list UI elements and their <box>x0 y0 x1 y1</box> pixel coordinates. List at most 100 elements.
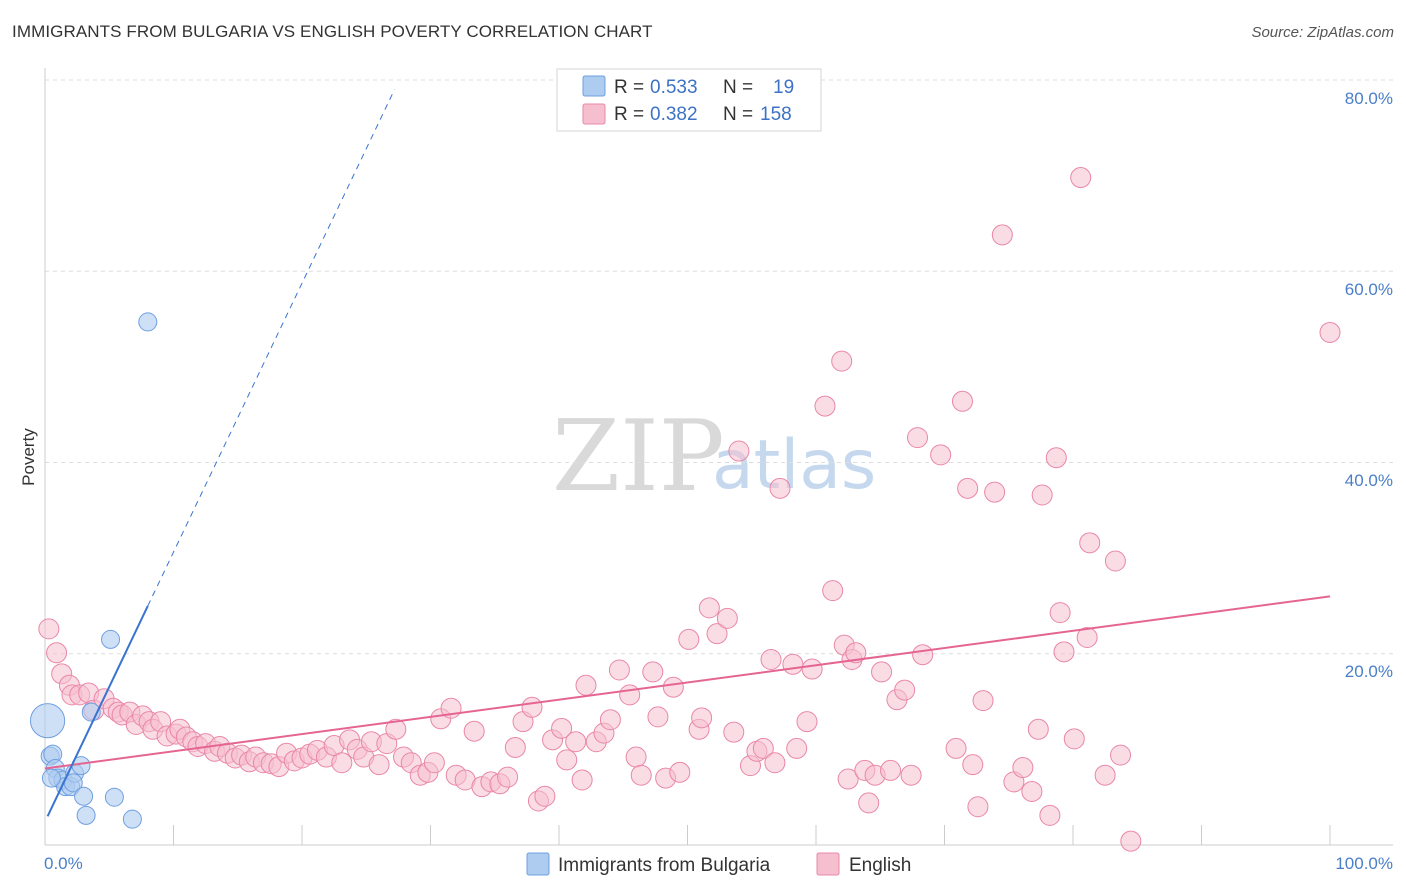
english-point-87 <box>678 628 700 650</box>
english-point-79 <box>619 684 641 706</box>
legend-r-value-english: 0.382 <box>650 104 698 125</box>
trend-line-bulgaria-extrapolated <box>147 89 395 607</box>
bottom-legend-swatch-bulgaria <box>526 852 550 876</box>
english-point-63 <box>497 766 519 788</box>
english-point-120 <box>907 427 929 449</box>
legend-n-value-bulgaria: 19 <box>773 77 794 98</box>
english-point-101 <box>782 653 804 675</box>
english-point-100 <box>769 477 791 499</box>
bulgaria-point-18 <box>41 768 61 788</box>
legend-r-label-bulgaria: R = <box>614 77 644 98</box>
trend-lines <box>44 89 1331 817</box>
legend-n-label-english: N = <box>723 104 753 125</box>
watermark-zip: ZIP <box>552 400 725 514</box>
english-point-54 <box>423 752 445 774</box>
english-point-106 <box>822 580 844 602</box>
english-point-107 <box>831 350 853 372</box>
correlation-legend: R = 0.533 N = 19 R = 0.382 N = 158 <box>556 68 822 132</box>
english-point-64 <box>504 736 526 758</box>
english-point-127 <box>967 796 989 818</box>
english-point-136 <box>1039 804 1061 826</box>
legend-n-label-bulgaria: N = <box>723 77 753 98</box>
english-point-128 <box>972 690 994 712</box>
bulgaria-point-12 <box>76 805 96 825</box>
axes <box>44 68 1393 846</box>
english-point-135 <box>1031 484 1053 506</box>
english-point-49 <box>385 718 407 740</box>
english-point-91 <box>706 623 728 645</box>
english-point-130 <box>991 224 1013 246</box>
english-point-72 <box>565 731 587 753</box>
english-point-134 <box>1027 718 1049 740</box>
english-point-77 <box>599 709 621 731</box>
english-point-142 <box>1076 626 1098 648</box>
bottom-legend-label-bulgaria: Immigrants from Bulgaria <box>558 855 771 876</box>
english-point-148 <box>1319 321 1341 343</box>
english-point-78 <box>608 659 630 681</box>
english-point-90 <box>698 597 720 619</box>
english-point-123 <box>945 737 967 759</box>
trend-line-english <box>44 595 1331 770</box>
bulgaria-point-11 <box>74 786 94 806</box>
x-tick-label-max: 100.0% <box>1335 854 1393 873</box>
english-point-143 <box>1079 532 1101 554</box>
bulgaria-point-17 <box>138 312 158 332</box>
english-point-73 <box>571 769 593 791</box>
english-point-147 <box>1120 830 1142 852</box>
y-axis-title: Poverty <box>19 428 38 486</box>
english-point-116 <box>880 759 902 781</box>
legend-n-value-english: 158 <box>760 104 792 125</box>
english-point-99 <box>764 752 786 774</box>
english-point-47 <box>368 754 390 776</box>
english-point-89 <box>691 707 713 729</box>
english-point-119 <box>900 764 922 786</box>
trend-line-bulgaria <box>46 605 149 817</box>
y-tick-label-60: 60.0% <box>1345 280 1393 299</box>
english-point-104 <box>801 658 823 680</box>
english-point-102 <box>786 737 808 759</box>
english-point-98 <box>760 648 782 670</box>
watermark-atlas: atlas <box>712 426 876 505</box>
english-point-66 <box>521 696 543 718</box>
english-point-68 <box>534 785 556 807</box>
english-point-103 <box>796 711 818 733</box>
english-point-85 <box>662 676 684 698</box>
english-point-145 <box>1104 550 1126 572</box>
english-point-74 <box>575 674 597 696</box>
y-tick-label-20: 20.0% <box>1345 662 1393 681</box>
english-point-93 <box>723 721 745 743</box>
english-point-133 <box>1021 780 1043 802</box>
english-point-97 <box>752 737 774 759</box>
x-tick-label-min: 0.0% <box>44 854 83 873</box>
english-point-121 <box>912 644 934 666</box>
english-point-82 <box>642 661 664 683</box>
english-point-140 <box>1063 728 1085 750</box>
bottom-legend-label-english: English <box>849 855 911 876</box>
series-english-points <box>38 167 1341 852</box>
english-point-1 <box>46 642 68 664</box>
english-point-138 <box>1049 602 1071 624</box>
english-point-141 <box>1070 167 1092 189</box>
english-point-86 <box>669 761 691 783</box>
english-point-109 <box>837 768 859 790</box>
watermark: ZIP atlas <box>552 400 876 514</box>
legend-r-value-bulgaria: 0.533 <box>650 77 698 98</box>
english-point-146 <box>1110 744 1132 766</box>
english-point-94 <box>728 440 750 462</box>
bulgaria-point-14 <box>101 629 121 649</box>
english-point-126 <box>962 754 984 776</box>
legend-swatch-english <box>582 103 606 125</box>
english-point-70 <box>551 717 573 739</box>
bulgaria-point-0 <box>29 703 66 739</box>
bulgaria-point-16 <box>122 809 142 829</box>
source-credit: Source: ZipAtlas.com <box>1251 24 1394 41</box>
english-point-139 <box>1053 641 1075 663</box>
y-tick-label-80: 80.0% <box>1345 89 1393 108</box>
legend-r-label-english: R = <box>614 104 644 125</box>
series-bulgaria-points <box>29 312 158 829</box>
english-point-144 <box>1094 764 1116 786</box>
english-point-137 <box>1045 447 1067 469</box>
gridlines <box>45 79 1393 655</box>
english-point-122 <box>930 444 952 466</box>
